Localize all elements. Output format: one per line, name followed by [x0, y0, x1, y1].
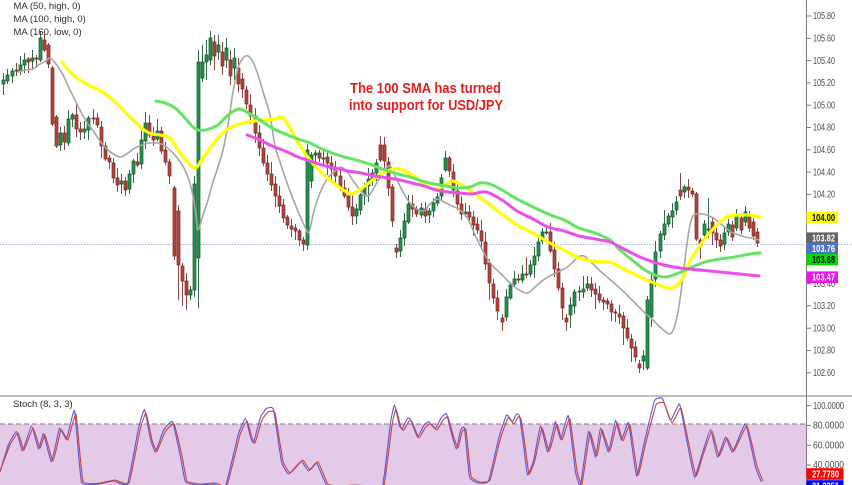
svg-text:104.60: 104.60 — [813, 145, 835, 156]
svg-text:104.00: 104.00 — [812, 213, 835, 224]
svg-text:MA (160, low, 0): MA (160, low, 0) — [14, 27, 82, 38]
svg-text:100.0000: 100.0000 — [813, 401, 844, 412]
svg-text:The 100 SMA has turned: The 100 SMA has turned — [350, 80, 501, 97]
svg-text:104.40: 104.40 — [813, 167, 835, 178]
svg-text:103.20: 103.20 — [813, 301, 835, 312]
svg-text:104.80: 104.80 — [813, 123, 835, 134]
svg-text:105.80: 105.80 — [813, 11, 835, 22]
svg-text:MA (50, high, 0): MA (50, high, 0) — [14, 1, 81, 12]
svg-text:103.82: 103.82 — [812, 234, 835, 245]
svg-text:105.00: 105.00 — [813, 100, 835, 111]
svg-text:104.20: 104.20 — [813, 190, 835, 201]
svg-text:103.76: 103.76 — [812, 244, 835, 255]
svg-text:105.20: 105.20 — [813, 78, 835, 89]
svg-text:40.0000: 40.0000 — [813, 460, 844, 471]
svg-text:103.00: 103.00 — [813, 323, 835, 334]
svg-text:MA (100, high, 0): MA (100, high, 0) — [14, 14, 86, 25]
svg-text:80.0000: 80.0000 — [813, 421, 844, 432]
svg-text:103.40: 103.40 — [813, 279, 835, 290]
svg-text:103.47: 103.47 — [812, 273, 835, 284]
svg-text:into support for USD/JPY: into support for USD/JPY — [349, 97, 503, 114]
svg-text:21.2351: 21.2351 — [812, 481, 839, 485]
svg-text:27.7780: 27.7780 — [812, 469, 839, 480]
svg-text:105.40: 105.40 — [813, 56, 835, 67]
svg-text:102.80: 102.80 — [813, 346, 835, 357]
svg-text:103.68: 103.68 — [812, 255, 835, 266]
svg-text:102.60: 102.60 — [813, 368, 835, 379]
svg-text:60.0000: 60.0000 — [813, 440, 844, 451]
svg-text:105.60: 105.60 — [813, 34, 835, 45]
svg-text:Stoch (8, 3, 3): Stoch (8, 3, 3) — [13, 399, 73, 410]
